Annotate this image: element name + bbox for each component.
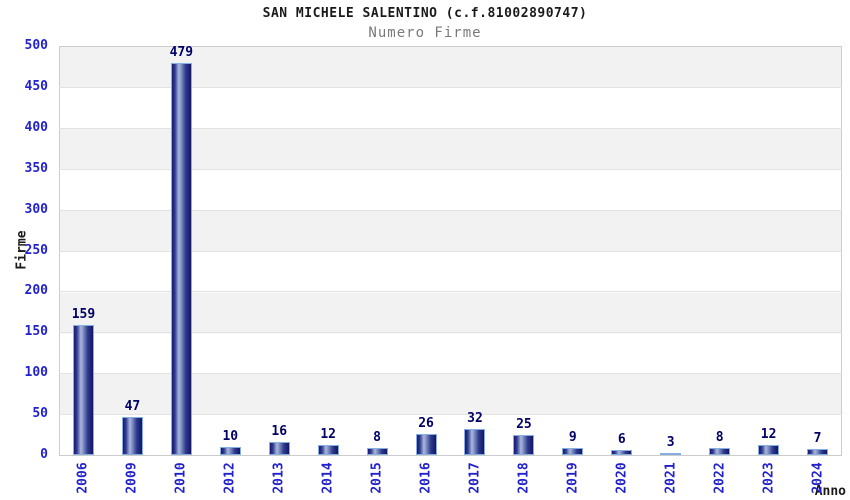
x-axis-tick-label: 2018 [516,462,532,494]
bar-2012 [220,447,241,455]
gridline [59,373,842,375]
gridline [59,332,842,334]
bar-value-label: 16 [271,424,288,439]
x-axis-tick-label: 2023 [761,462,777,494]
x-axis-tick-label: 2013 [271,462,287,494]
x-axis-title: Anno [814,484,846,499]
bar-2013 [269,442,290,455]
bar-2021 [660,453,681,455]
y-axis-tick-label: 150 [24,324,48,340]
bar-value-label: 9 [568,430,577,445]
gridline [59,250,842,252]
y-axis-tick-label: 450 [24,78,48,94]
y-axis-tick-label: 50 [32,406,48,422]
gridline [59,86,842,88]
bar-value-label: 25 [516,417,532,432]
x-axis-tick-label: 2019 [565,462,581,494]
bar-value-label: 12 [760,427,777,442]
gridline [59,127,842,129]
x-axis-tick-label: 2021 [663,462,679,494]
y-axis-tick-label: 250 [24,242,48,258]
y-axis-tick-label: 400 [24,119,48,135]
bar-2010 [171,63,192,455]
x-axis-tick-label: 2016 [418,462,434,494]
bar-2018 [513,435,534,455]
gridline [59,291,842,293]
y-axis-tick-label: 350 [24,160,48,176]
bar-value-label: 159 [71,307,96,322]
gridline [59,209,842,211]
bar-value-label: 8 [373,430,382,445]
bar-value-label: 7 [813,431,822,446]
bar-2006 [73,325,94,455]
x-axis-tick-label: 2024 [810,462,826,494]
bar-value-label: 3 [666,435,675,450]
x-axis-tick-label: 2006 [75,462,91,494]
x-axis-tick-label: 2010 [173,462,189,494]
x-axis-tick-label: 2017 [467,462,483,494]
y-axis-tick-label: 200 [24,283,48,299]
gridline [59,414,842,416]
bar-value-label: 8 [715,430,724,445]
bar-2009 [122,417,143,455]
y-axis-tick-label: 0 [40,447,48,462]
bar-2019 [562,448,583,455]
y-axis-tick-label: 500 [24,38,48,53]
x-axis-tick-label: 2009 [124,462,140,494]
chart-subtitle: Numero Firme [368,25,482,41]
y-axis-tick-label: 100 [24,365,48,381]
bar-value-label: 6 [617,432,626,447]
x-axis-tick-label: 2014 [320,462,336,494]
bar-2017 [464,429,485,455]
bar-2024 [807,449,828,455]
bar-2014 [318,445,339,455]
bar-value-label: 10 [222,429,239,444]
x-axis-tick-label: 2015 [369,462,385,494]
bar-2020 [611,450,632,455]
bar-2015 [367,448,388,455]
bar-value-label: 47 [124,399,141,414]
bar-value-label: 32 [467,411,483,426]
bar-2022 [709,448,730,455]
x-axis-tick-label: 2012 [222,462,238,494]
bar-2023 [758,445,779,455]
x-axis-tick-label: 2020 [614,462,630,494]
gridline [59,168,842,170]
bar-2016 [416,434,437,455]
bar-value-label: 479 [169,45,194,60]
x-axis-tick-label: 2022 [712,462,728,494]
y-axis-tick-label: 300 [24,201,48,217]
bar-value-label: 12 [320,427,336,442]
chart-title: SAN MICHELE SALENTINO (c.f.81002890747) [262,6,588,21]
bar-value-label: 26 [418,416,434,431]
